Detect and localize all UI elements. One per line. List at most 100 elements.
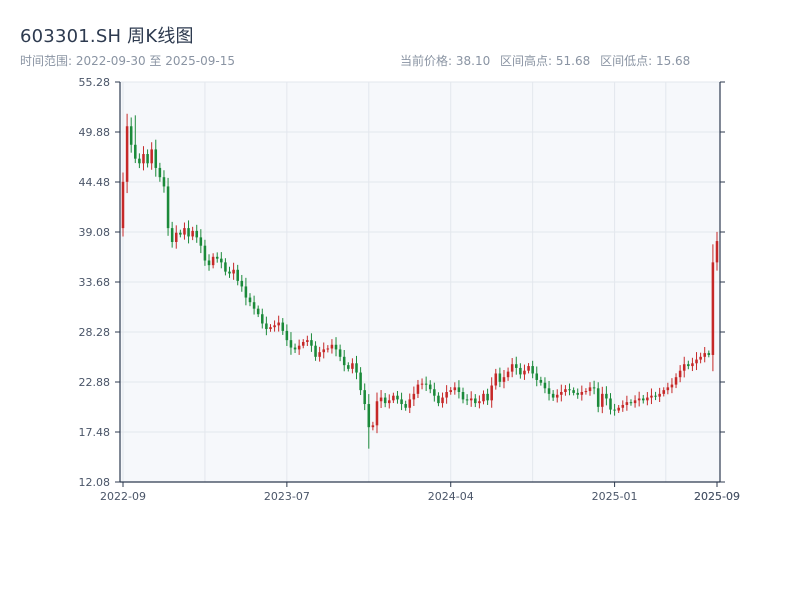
candle-body: [318, 352, 321, 357]
current-price-label: 当前价格: 38.10: [400, 54, 491, 68]
candle-body: [359, 372, 362, 391]
candle-body: [682, 364, 686, 371]
candle-body: [715, 241, 719, 263]
candle-body: [527, 366, 530, 371]
candle-body: [646, 397, 649, 401]
y-tick-label: 55.28: [79, 76, 111, 89]
candle-body: [273, 325, 276, 328]
candle-body: [523, 370, 526, 375]
candle-body: [707, 353, 711, 355]
candle-body: [531, 366, 534, 374]
range-low-label: 区间低点: 15.68: [600, 54, 691, 68]
candle-body: [330, 344, 334, 349]
y-tick-label: 22.88: [79, 376, 111, 389]
x-tick-label: 2023-07: [264, 490, 310, 503]
candle-body: [285, 330, 289, 341]
candle-body: [428, 384, 432, 390]
candle-body: [437, 395, 440, 404]
candle-body: [621, 404, 625, 408]
candle-body: [551, 393, 555, 398]
candle-body: [252, 302, 256, 309]
candle-body: [187, 228, 190, 237]
candle-body: [183, 228, 186, 235]
candle-body: [433, 389, 436, 396]
candle-body: [203, 245, 207, 261]
x-tick-label: 2025-01: [592, 490, 638, 503]
candle-body: [301, 342, 305, 346]
candle-body: [261, 314, 264, 324]
candle-body: [383, 397, 387, 404]
candle-body: [601, 393, 604, 407]
candle-body: [314, 345, 317, 357]
candle-body: [379, 397, 383, 402]
candle-body: [142, 154, 145, 164]
candle-body: [564, 389, 567, 392]
candle-body: [658, 393, 661, 397]
candle-body: [326, 348, 330, 350]
candle-body: [482, 393, 485, 402]
candle-body: [490, 385, 493, 401]
y-tick-label: 49.88: [79, 126, 111, 139]
candle-body: [150, 149, 153, 164]
candle-body: [310, 340, 313, 346]
candle-body: [170, 228, 174, 242]
candle-body: [695, 359, 698, 364]
candle-body: [371, 425, 375, 428]
candle-body: [138, 158, 141, 164]
candle-body: [662, 390, 666, 394]
candle-body: [453, 387, 457, 391]
candle-body: [400, 399, 403, 405]
candle-body: [404, 404, 407, 408]
candle-body: [265, 323, 268, 330]
candle-body: [396, 395, 399, 400]
candle-body: [605, 393, 608, 399]
candle-body: [388, 400, 391, 404]
candle-body: [220, 258, 223, 263]
range-high-label: 区间高点: 51.68: [500, 54, 591, 68]
candle-body: [158, 167, 162, 178]
x-tick-label: 2022-09: [100, 490, 146, 503]
candle-body: [641, 398, 645, 401]
candle-body: [547, 388, 551, 394]
candle-body: [240, 280, 244, 287]
candle-body: [465, 399, 469, 401]
candle-body: [224, 262, 227, 272]
candle-body: [478, 401, 481, 404]
candle-body: [674, 377, 678, 385]
candle-body: [678, 370, 682, 378]
candle-body: [572, 390, 575, 393]
candle-body: [629, 402, 633, 404]
date-range-label: 时间范围: 2022-09-30 至 2025-09-15: [20, 54, 235, 68]
candle-body: [146, 154, 149, 164]
candle-body: [457, 387, 461, 392]
candle-body: [596, 388, 600, 407]
candle-body: [650, 395, 653, 398]
candle-body: [129, 126, 133, 145]
candle-body: [351, 363, 354, 369]
candle-body: [195, 230, 199, 238]
candle-body: [342, 356, 346, 366]
candle-body: [392, 395, 395, 401]
candle-body: [510, 364, 514, 372]
candle-body: [199, 237, 203, 246]
candle-body: [256, 308, 260, 315]
candle-body: [338, 349, 342, 357]
x-tick-label: 2024-04: [428, 490, 474, 503]
candle-body: [543, 382, 547, 389]
y-tick-label: 12.08: [79, 476, 111, 489]
candle-body: [461, 392, 465, 400]
candle-body: [416, 384, 420, 394]
candle-body: [506, 371, 510, 378]
candle-body: [281, 322, 285, 331]
candle-body: [166, 186, 170, 229]
candle-body: [363, 390, 366, 405]
candle-body: [248, 297, 252, 303]
candle-body: [633, 400, 637, 404]
y-tick-label: 33.68: [79, 276, 111, 289]
candle-body: [637, 398, 641, 401]
candle-body: [494, 373, 498, 386]
candle-body: [560, 392, 563, 395]
candle-body: [609, 398, 612, 410]
candle-body: [236, 269, 239, 281]
candle-body: [125, 126, 129, 182]
